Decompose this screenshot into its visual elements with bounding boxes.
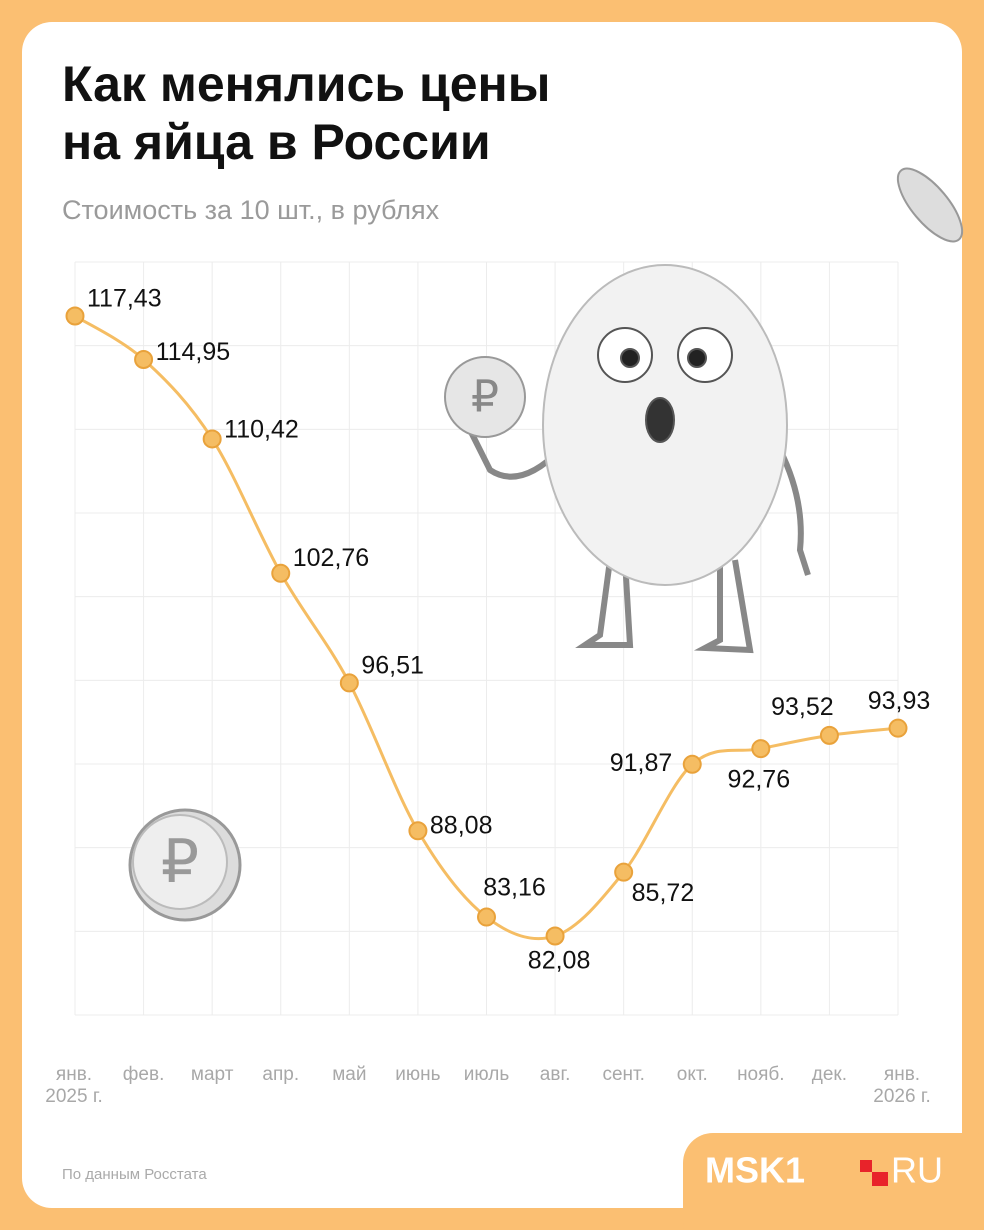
marker: [888, 718, 908, 738]
source: По данным Росстата: [62, 1166, 207, 1183]
x-tick-label: апр.: [262, 1064, 299, 1085]
marker: [682, 754, 702, 774]
marker: [202, 429, 222, 449]
egg-illustration: ₽: [444, 264, 811, 654]
data-label: 96,51: [361, 652, 424, 680]
x-tick-label: июнь: [395, 1064, 440, 1085]
plot: 117,43 янв. 2025 г. 114,95 фев. 110,42 март 102…: [45, 285, 930, 1107]
marker: [339, 673, 359, 693]
marker: [477, 907, 496, 927]
data-label: 88,08: [430, 811, 493, 839]
title: Как менялись цены на яйца в России: [62, 56, 550, 170]
x-tick-label: янв. 2026 г.: [873, 1064, 930, 1107]
logo-left: MSK1: [705, 1150, 805, 1191]
x-tick-label: янв. 2025 г.: [45, 1064, 102, 1107]
data-label: 93,52: [771, 693, 834, 721]
logo-right: RU: [891, 1150, 943, 1191]
svg-text:₽: ₽: [161, 828, 199, 895]
marker: [408, 821, 428, 841]
data-label: 102,76: [293, 544, 369, 572]
x-tick-label: авг.: [540, 1064, 571, 1085]
x-tick-label: июль: [464, 1064, 510, 1085]
logo-square: [872, 1172, 888, 1186]
data-label: 117,43: [87, 285, 162, 313]
x-tick-label: нояб.: [737, 1064, 785, 1085]
x-tick-label: окт.: [677, 1064, 708, 1085]
x-tick-label: сент.: [602, 1064, 644, 1085]
coin-illustration: ₽: [128, 167, 964, 922]
subtitle: Стоимость за 10 шт., в рублях: [62, 195, 440, 225]
x-tick-label: дек.: [812, 1064, 847, 1085]
x-tick-label: март: [191, 1064, 234, 1085]
marker: [545, 926, 565, 946]
x-tick-label: май: [332, 1064, 366, 1085]
x-tick-label: фев.: [123, 1064, 165, 1085]
data-label: 83,16: [483, 874, 546, 902]
data-label: 92,76: [728, 765, 791, 793]
marker: [271, 563, 291, 583]
svg-text:₽: ₽: [471, 373, 499, 422]
data-label: 82,08: [528, 947, 591, 975]
data-label: 85,72: [632, 879, 695, 907]
marker: [751, 739, 771, 759]
marker: [819, 725, 839, 745]
marker: [614, 862, 634, 882]
data-label: 91,87: [610, 749, 673, 777]
marker: [65, 306, 85, 326]
logo-tab: [683, 1133, 984, 1230]
data-label: 110,42: [224, 416, 299, 444]
logo-square: [860, 1160, 872, 1172]
marker: [134, 349, 154, 369]
data-label: 93,93: [868, 687, 931, 715]
data-label: 114,95: [156, 338, 231, 366]
